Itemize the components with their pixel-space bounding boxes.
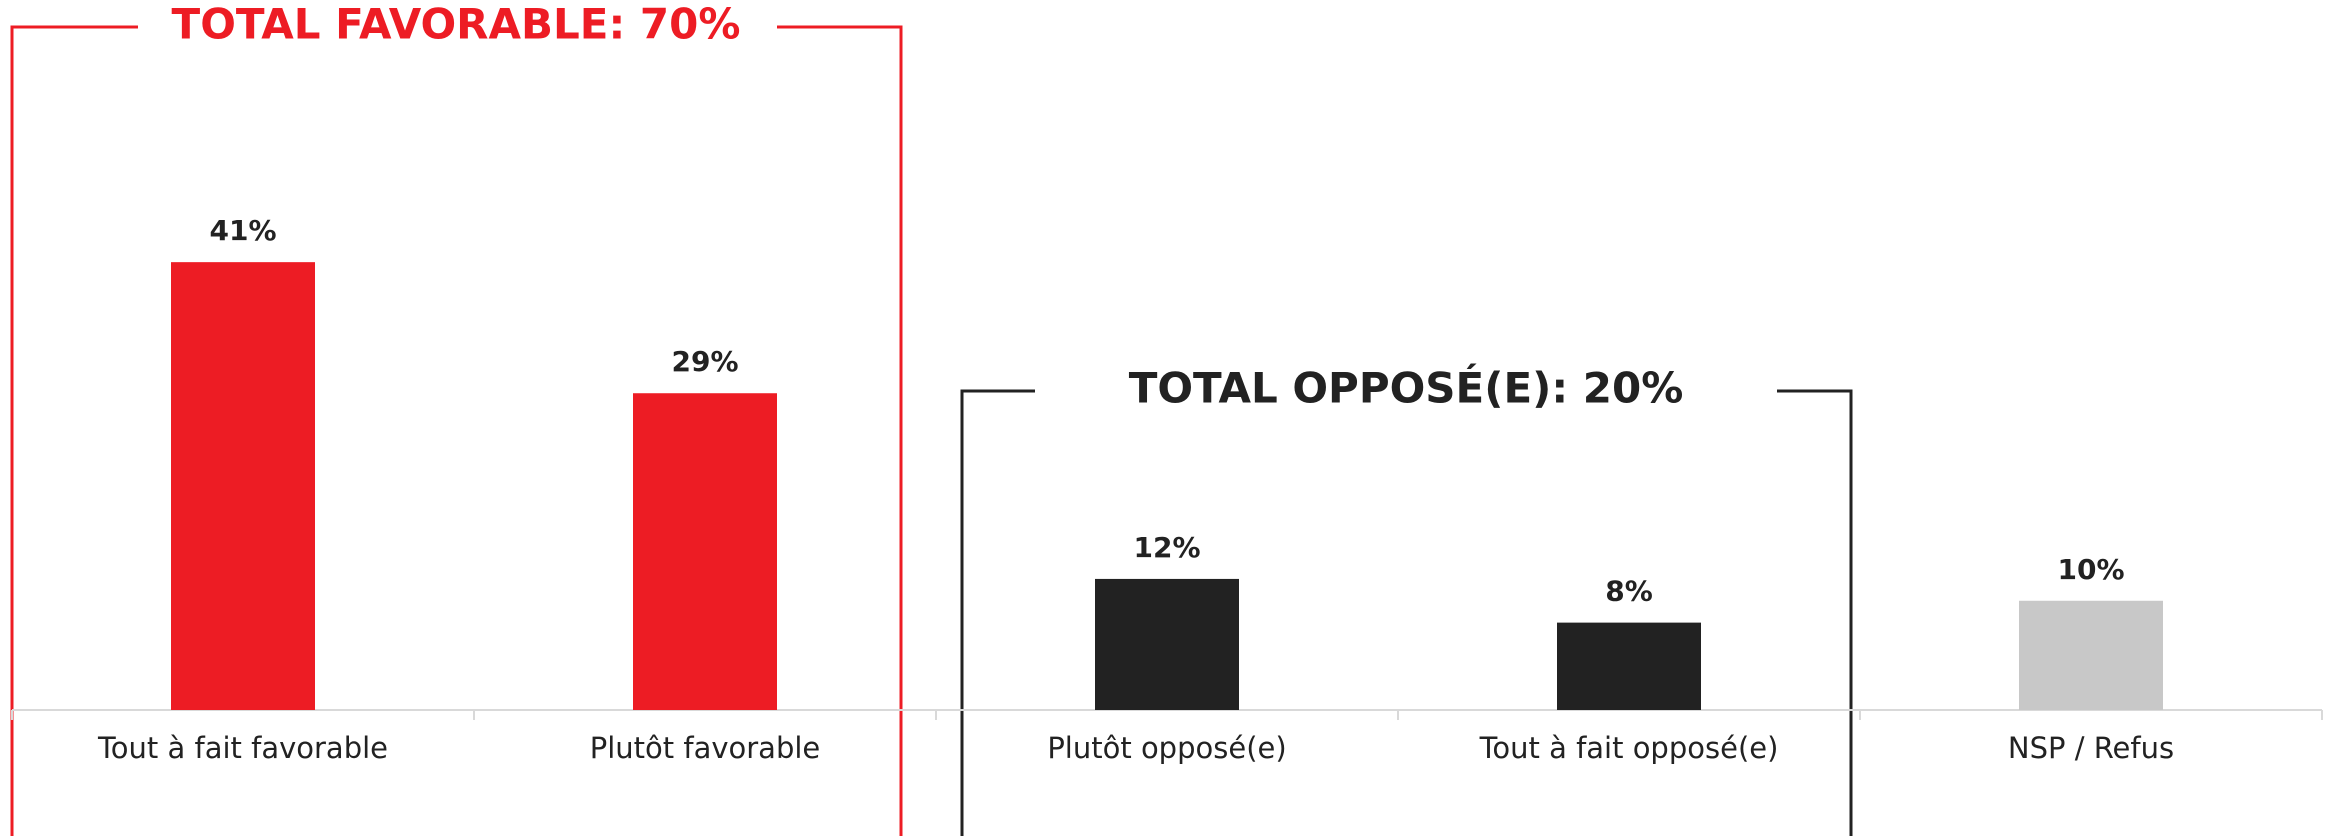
favorable-total: TOTAL FAVORABLE: 70% (172, 0, 741, 49)
opposed-bracket-right (1777, 389, 1853, 836)
bar (1557, 622, 1701, 710)
value-label: 8% (1605, 575, 1653, 608)
value-label: 41% (209, 214, 276, 247)
bar (633, 393, 777, 710)
bar (1095, 578, 1239, 710)
x-tick-label: Tout à fait opposé(e) (1479, 731, 1779, 765)
favorable-bracket-left (10, 25, 138, 836)
x-tick-label: NSP / Refus (2008, 731, 2174, 765)
opposed-total: TOTAL OPPOSÉ(E): 20% (1129, 363, 1684, 413)
bar (171, 262, 315, 710)
favorable-bracket-right (777, 25, 903, 836)
value-label: 12% (1133, 531, 1200, 564)
x-tick-label: Plutôt favorable (590, 731, 821, 765)
x-tick-label: Plutôt opposé(e) (1047, 731, 1286, 765)
bar (2019, 600, 2163, 710)
opposed-bracket-left (960, 389, 1035, 836)
x-tick-label: Tout à fait favorable (97, 731, 388, 765)
value-label: 10% (2057, 553, 2124, 586)
value-label: 29% (671, 345, 738, 378)
